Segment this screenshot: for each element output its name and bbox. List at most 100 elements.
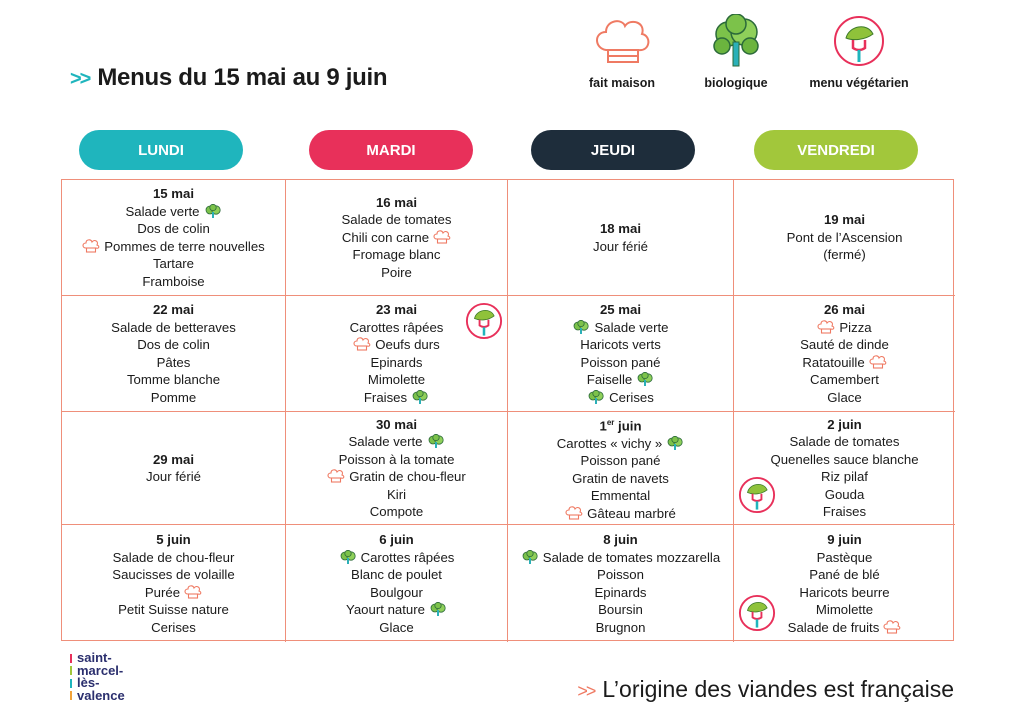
chef-hat-icon [82,239,100,254]
menu-item: Poisson à la tomate [339,451,455,469]
menu-item: Salade de chou-fleur [113,549,235,567]
menu-item-text: Gratin de chou-fleur [349,469,466,484]
legend-biologique: biologique [681,14,791,90]
menu-item-text: Compote [369,504,424,519]
menu-item: Salade verte [572,319,669,337]
vegetarian-fork-icon [465,302,503,345]
tree-icon [587,389,605,405]
menu-cell: 2 juin Salade de tomates Quenelles sauce b… [734,412,955,525]
legend-fait-maison: fait maison [567,14,677,90]
menu-item-text: Faiselle [586,372,633,387]
menu-item: Pomme [151,389,196,407]
chef-hat-icon [433,230,451,245]
tree-icon [713,14,759,67]
menu-item: Ratatouille [802,354,886,372]
legend-label: biologique [704,76,768,90]
menu-item-text: Salade de fruits [787,619,880,635]
menu-item: Gratin de chou-fleur [327,468,466,486]
menu-item: Salade de betteraves [111,319,236,337]
menu-item-text: Epinards [594,584,647,600]
menu-item: Jour férié [593,238,648,256]
menu-item: Poire [381,264,412,282]
tree-icon [429,602,447,617]
vegetarian-fork-icon [834,16,884,66]
menu-item: Pizza [817,319,872,337]
menu-item: Kiri [387,486,406,504]
menu-item: Tomme blanche [127,371,220,389]
menu-item: Poisson pané [581,452,661,470]
menu-item-text: Dos de colin [137,337,210,352]
menu-item: Fromage blanc [353,246,441,264]
menu-item-text: Cerises [151,619,196,635]
menu-cell: 19 mai Pont de l’Ascension (fermé) [734,180,955,296]
menu-item-text: Jour férié [593,238,648,254]
menu-item: Pastèque [817,549,873,567]
menu-item-text: Boulgour [370,584,423,600]
legend-label: menu végétarien [809,76,909,90]
logo-line: valence [77,687,125,703]
menu-cell: 22 mai Salade de betteraves Dos de colin Pâ… [62,296,286,412]
menu-item: Dos de colin [137,220,210,238]
menu-item-text: Jour férié [146,469,201,484]
chef-hat-icon [596,20,650,63]
menu-item: Saucisses de volaille [112,566,234,584]
menu-item: (fermé) [823,246,866,264]
menu-item: Emmental [591,487,650,505]
menu-item-text: Salade de tomates mozzarella [542,549,721,565]
menu-item-text: Petit Suisse nature [118,602,229,617]
menu-item-text: Pâtes [156,354,191,370]
menu-item-text: Mimolette [815,602,874,617]
menu-cell: 29 mai Jour férié [62,412,286,525]
menu-date: 23 mai [375,302,418,317]
chef-hat-icon [869,355,887,370]
menu-cell: 15 mai Salade verte Dos de colin Pommes de … [62,180,286,296]
menu-item-text: Salade de chou-fleur [112,549,235,565]
logo-line: saint- [77,650,112,665]
day-header-lundi: LUNDI [79,130,243,170]
tree-icon [666,435,684,451]
menu-item: Glace [379,619,413,637]
menu-item-text: Glace [827,389,862,405]
tree-icon [427,434,445,449]
menu-item-text: Emmental [590,488,651,504]
menu-date: 26 mai [823,302,866,317]
menu-date: 2 juin [827,416,862,432]
date-day: 1 [599,418,607,434]
tree-icon [204,203,222,219]
day-header-jeudi: JEUDI [531,130,695,170]
menu-item: Blanc de poulet [351,566,442,584]
title-arrows: >> [70,68,91,90]
menu-item: Mimolette [368,371,425,389]
menu-item: Cerises [587,389,654,407]
menu-item: Salade verte [125,203,221,221]
menu-item-text: Salade verte [125,203,200,219]
menu-item-text: Gratin de navets [572,470,669,486]
menu-cell: 18 mai Jour férié [508,180,734,296]
menu-item: Gâteau marbré [565,505,676,523]
menu-item: Framboise [142,273,204,291]
menu-item-text: Boursin [598,602,643,617]
menu-item: Carottes râpées [339,549,454,567]
date-suffix: er [606,417,615,427]
menu-item: Haricots verts [580,336,661,354]
menu-date: 18 mai [599,221,642,236]
menu-item-text: Poisson [597,567,644,582]
tree-icon [521,549,539,565]
menu-item: Salade de fruits [788,619,902,637]
menu-item-text: Poire [381,264,412,280]
vegetarian-fork-icon [738,594,776,637]
logo-line: lès- [77,675,100,690]
legend-label: fait maison [589,76,655,90]
menu-cell: 25 mai Salade verte Haricots verts Poisson … [508,296,734,412]
tree-icon [636,372,654,387]
chef-hat-icon [353,337,371,352]
menu-item: Petit Suisse nature [118,601,229,619]
day-header-vendredi: VENDREDI [754,130,918,170]
menu-item: Boursin [598,601,643,619]
menu-item-text: Gouda [824,486,865,502]
menu-item-text: Fraises [363,389,408,405]
menu-item-text: Kiri [386,486,407,502]
menu-item-text: Pomme [150,389,197,405]
menu-item-text: Quenelles sauce blanche [770,451,919,467]
menu-date: 29 mai [152,451,195,467]
